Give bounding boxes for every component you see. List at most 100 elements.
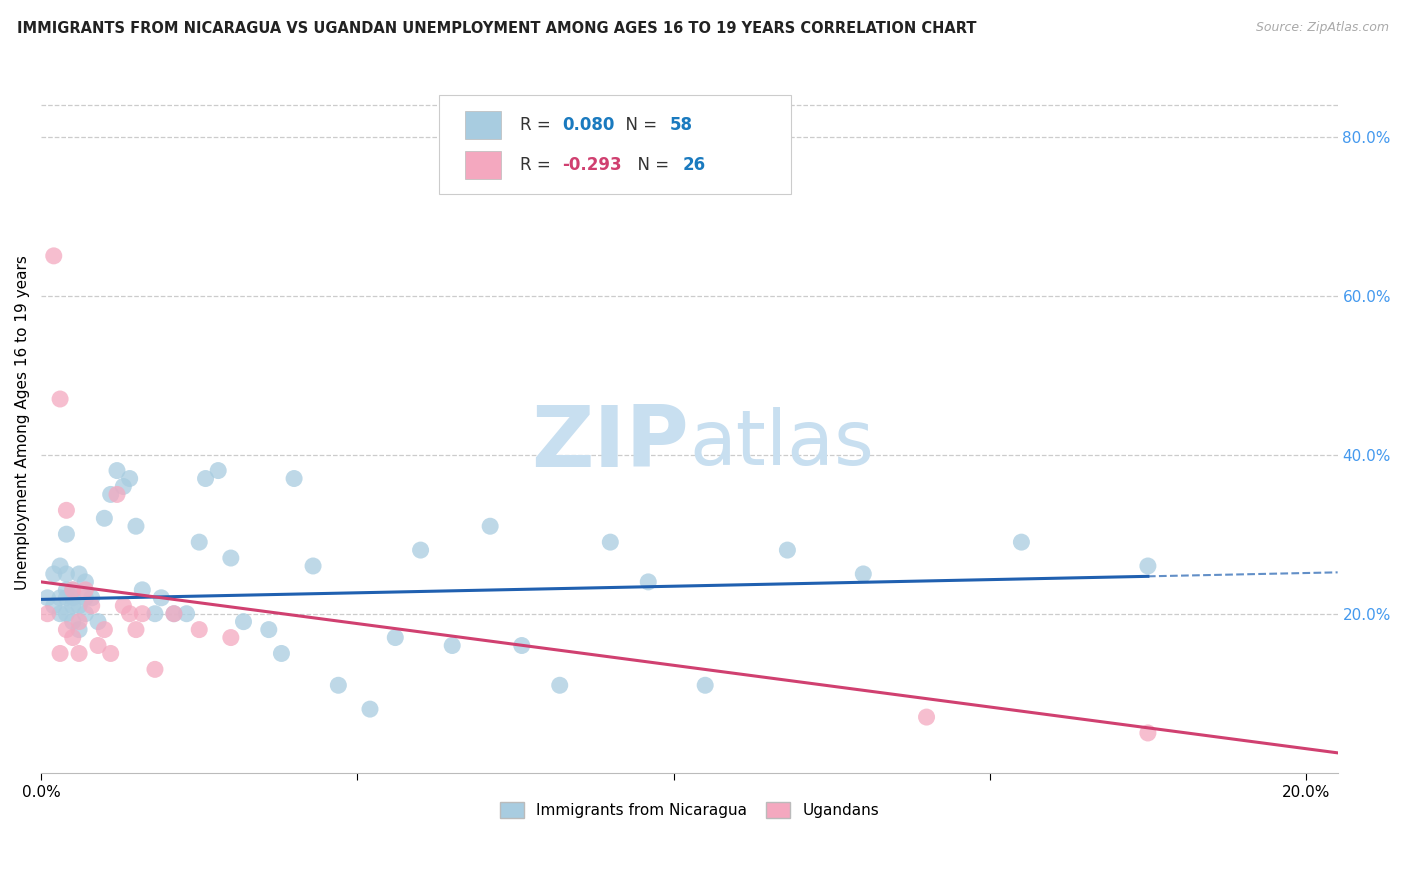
Point [599, 535, 621, 549]
Point [100, 647, 122, 661]
Point [93, 623, 115, 637]
FancyBboxPatch shape [465, 111, 502, 138]
Text: N =: N = [627, 156, 675, 174]
Point [143, 607, 166, 621]
Text: IMMIGRANTS FROM NICARAGUA VS UGANDAN UNEMPLOYMENT AMONG AGES 16 TO 19 YEARS CORR: IMMIGRANTS FROM NICARAGUA VS UGANDAN UNE… [17, 21, 976, 37]
Point [75, 574, 97, 589]
Point [548, 678, 571, 692]
Text: atlas: atlas [689, 407, 875, 481]
Text: R =: R = [520, 116, 555, 134]
Point [49, 559, 72, 574]
FancyBboxPatch shape [465, 151, 502, 178]
Legend: Immigrants from Nicaragua, Ugandans: Immigrants from Nicaragua, Ugandans [494, 796, 886, 824]
Point [125, 623, 148, 637]
Point [219, 631, 242, 645]
Point [232, 615, 254, 629]
Point [302, 559, 325, 574]
Point [143, 662, 166, 676]
Point [55, 591, 77, 605]
Point [131, 607, 153, 621]
Point [75, 591, 97, 605]
Point [125, 519, 148, 533]
Point [93, 511, 115, 525]
Point [163, 607, 186, 621]
Point [479, 519, 502, 533]
Point [37, 591, 59, 605]
Point [49, 591, 72, 605]
Text: 58: 58 [669, 116, 693, 134]
Text: -0.293: -0.293 [562, 156, 621, 174]
Point [67, 599, 90, 613]
Point [776, 543, 799, 558]
Point [637, 574, 659, 589]
Point [87, 639, 110, 653]
Point [62, 631, 84, 645]
Point [62, 591, 84, 605]
Point [105, 464, 128, 478]
Point [55, 623, 77, 637]
Point [219, 551, 242, 566]
Point [42, 599, 65, 613]
Point [42, 249, 65, 263]
Point [1136, 559, 1159, 574]
Point [112, 599, 135, 613]
FancyBboxPatch shape [439, 95, 790, 194]
Text: N =: N = [616, 116, 662, 134]
Point [852, 566, 875, 581]
Point [409, 543, 432, 558]
Point [112, 479, 135, 493]
Point [118, 471, 141, 485]
Point [67, 566, 90, 581]
Point [194, 471, 217, 485]
Point [80, 599, 103, 613]
Point [359, 702, 381, 716]
Point [150, 591, 173, 605]
Point [55, 582, 77, 597]
Text: 26: 26 [683, 156, 706, 174]
Point [42, 566, 65, 581]
Point [67, 615, 90, 629]
Point [384, 631, 406, 645]
Point [188, 623, 211, 637]
Point [328, 678, 350, 692]
Text: R =: R = [520, 156, 555, 174]
Point [163, 607, 186, 621]
Point [67, 623, 90, 637]
Point [62, 615, 84, 629]
Point [49, 392, 72, 406]
Point [62, 582, 84, 597]
Point [62, 582, 84, 597]
Point [75, 607, 97, 621]
Point [1010, 535, 1032, 549]
Y-axis label: Unemployment Among Ages 16 to 19 years: Unemployment Among Ages 16 to 19 years [15, 255, 30, 591]
Point [510, 639, 533, 653]
Point [176, 607, 198, 621]
Point [87, 615, 110, 629]
Point [915, 710, 938, 724]
Point [105, 487, 128, 501]
Point [207, 464, 229, 478]
Text: Source: ZipAtlas.com: Source: ZipAtlas.com [1256, 21, 1389, 35]
Point [55, 503, 77, 517]
Point [118, 607, 141, 621]
Point [37, 607, 59, 621]
Point [270, 647, 292, 661]
Point [283, 471, 305, 485]
Point [131, 582, 153, 597]
Point [62, 599, 84, 613]
Point [188, 535, 211, 549]
Point [80, 591, 103, 605]
Point [1136, 726, 1159, 740]
Text: ZIP: ZIP [531, 402, 689, 485]
Point [55, 607, 77, 621]
Text: 0.080: 0.080 [562, 116, 614, 134]
Point [441, 639, 464, 653]
Point [100, 487, 122, 501]
Point [55, 566, 77, 581]
Point [67, 647, 90, 661]
Point [75, 582, 97, 597]
Point [55, 527, 77, 541]
Point [49, 607, 72, 621]
Point [257, 623, 280, 637]
Point [695, 678, 717, 692]
